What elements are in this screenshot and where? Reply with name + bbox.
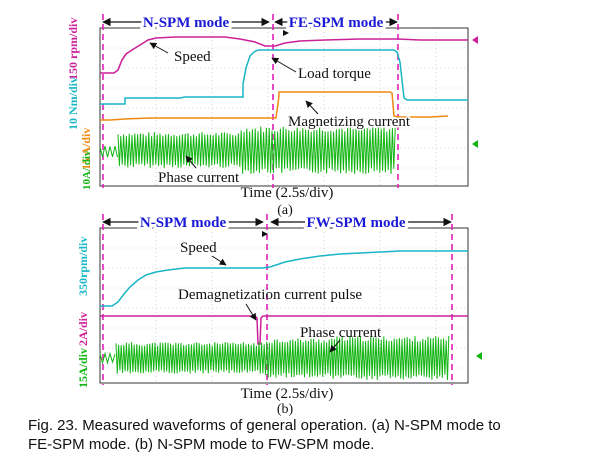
panel-a-marker-phase (472, 140, 478, 148)
panel-b-speed-trace (100, 250, 468, 307)
panel-b-scale-speed: 350rpm/div (76, 237, 90, 296)
panel-a: N-SPM mode FE-SPM mode 150 rpm/div 10 Nm… (66, 12, 478, 218)
panel-a-marker-speed (472, 36, 478, 44)
panel-a-label-torque: Load torque (298, 66, 371, 82)
panel-b-label-speed: Speed (180, 240, 217, 256)
figure-caption: Fig. 23. Measured waveforms of general o… (28, 416, 588, 454)
panel-a-mode-1: N-SPM mode (143, 15, 230, 31)
panel-b-scale-phase: 15A/div (76, 348, 90, 388)
panel-a-frame (99, 27, 469, 187)
panel-b-xlabel: Time (2.5s/div) (241, 386, 334, 402)
panel-a-label-speed: Speed (174, 49, 211, 65)
panel-b-leader-phase (329, 339, 341, 353)
panel-a-trigger-marker (283, 30, 289, 36)
panel-a-phase-current-trace (117, 126, 396, 174)
panel-a-leader-torque (271, 57, 297, 73)
panel-b-leader-demag (245, 303, 257, 321)
panel-a-magnetizing-current-trace (100, 91, 449, 121)
panel-b-demag-pulse-trace (100, 315, 468, 345)
panel-a-label-phase: Phase current (158, 170, 240, 186)
panel-a-sublabel: (a) (277, 203, 293, 218)
panel-a-leader-magnetizing (305, 100, 319, 115)
panel-a-xlabel: Time (2.5s/div) (241, 185, 334, 201)
panel-b-sublabel: (b) (277, 402, 294, 417)
panel-a-scale-torque: 10 Nm/div (66, 77, 80, 130)
panel-b-mode-2: FW-SPM mode (306, 215, 405, 231)
panel-b-label-phase: Phase current (300, 325, 382, 341)
panel-a-speed-trace (100, 36, 468, 74)
panel-b-mode-1: N-SPM mode (140, 215, 227, 231)
figure-caption-line-2: FE-SPM mode. (b) N-SPM mode to FW-SPM mo… (28, 436, 375, 453)
panel-b: N-SPM mode FW-SPM mode 350rpm/div 2A/div… (76, 212, 482, 417)
panel-b-scale-demag: 2A/div (76, 312, 90, 346)
panel-a-label-magnetizing: Magnetizing current (288, 114, 411, 130)
panel-a-torque-trace (100, 49, 468, 105)
panel-a-scale-magnetizing: 15 A/div (79, 128, 93, 170)
panel-a-leader-speed (149, 42, 169, 54)
panel-a-scale-phase: 10A/ div (81, 150, 93, 190)
panel-a-mode-2: FE-SPM mode (289, 15, 384, 31)
panel-b-marker-phase (476, 352, 482, 360)
panel-a-phase-current-noise (99, 145, 118, 158)
panel-b-label-demag: Demagnetization current pulse (178, 287, 362, 303)
panel-a-leader-phase (185, 155, 197, 169)
panel-a-scale-speed: 150 rpm/div (66, 18, 80, 80)
panel-b-trigger-marker (262, 231, 268, 237)
panel-b-leader-speed (211, 255, 227, 266)
panel-b-phase-current-trace (99, 335, 450, 381)
figure-caption-line-1: Fig. 23. Measured waveforms of general o… (28, 417, 501, 434)
